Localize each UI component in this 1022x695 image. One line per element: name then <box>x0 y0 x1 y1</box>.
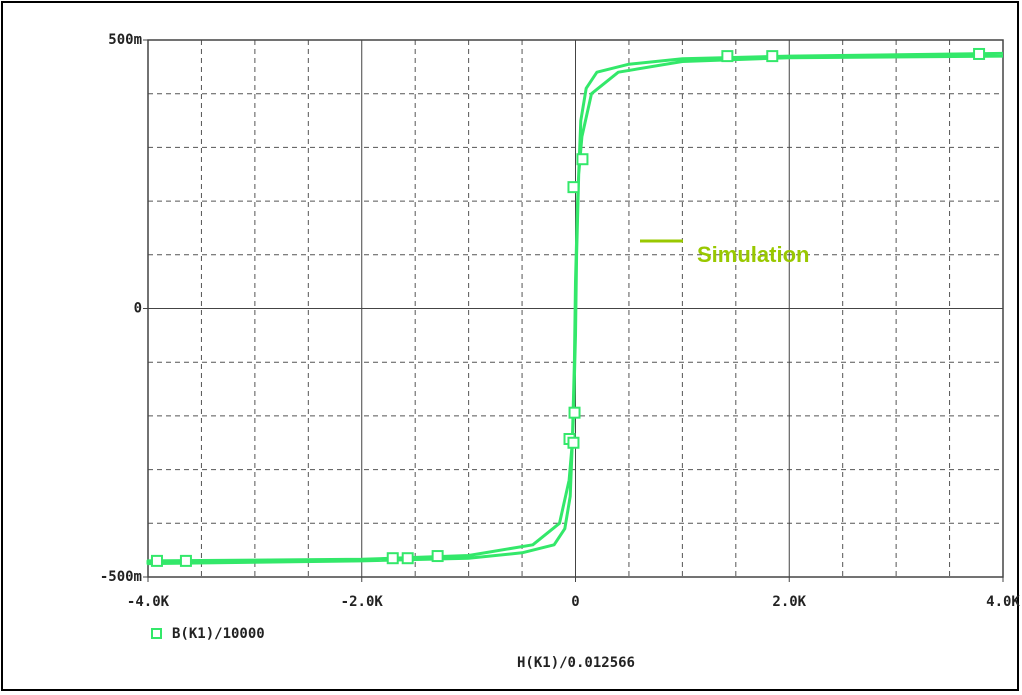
marker <box>973 47 986 60</box>
marker <box>567 436 580 449</box>
legend-label: B(K1)/10000 <box>172 626 265 642</box>
x-tick-label: 2.0K <box>772 594 806 610</box>
x-tick-label: -4.0K <box>127 594 170 610</box>
plot-border <box>147 39 1004 578</box>
legend-marker <box>151 628 162 639</box>
x-tick-label: 0 <box>571 594 579 610</box>
marker <box>766 50 779 63</box>
x-axis-label: H(K1)/0.012566 <box>517 655 635 671</box>
marker <box>401 552 414 565</box>
y-tick-label: 500m <box>108 32 142 48</box>
marker <box>150 554 163 567</box>
marker <box>431 550 444 563</box>
marker <box>567 181 580 194</box>
annotation: Simulation <box>697 242 809 267</box>
x-tick-label: -2.0K <box>341 594 384 610</box>
x-tick-label: 4.0K <box>986 594 1020 610</box>
y-tick-label: 0 <box>134 301 142 317</box>
y-tick-label: -500m <box>100 569 142 585</box>
marker <box>576 153 589 166</box>
marker <box>721 50 734 63</box>
marker <box>568 406 581 419</box>
marker <box>386 552 399 565</box>
marker <box>179 554 192 567</box>
